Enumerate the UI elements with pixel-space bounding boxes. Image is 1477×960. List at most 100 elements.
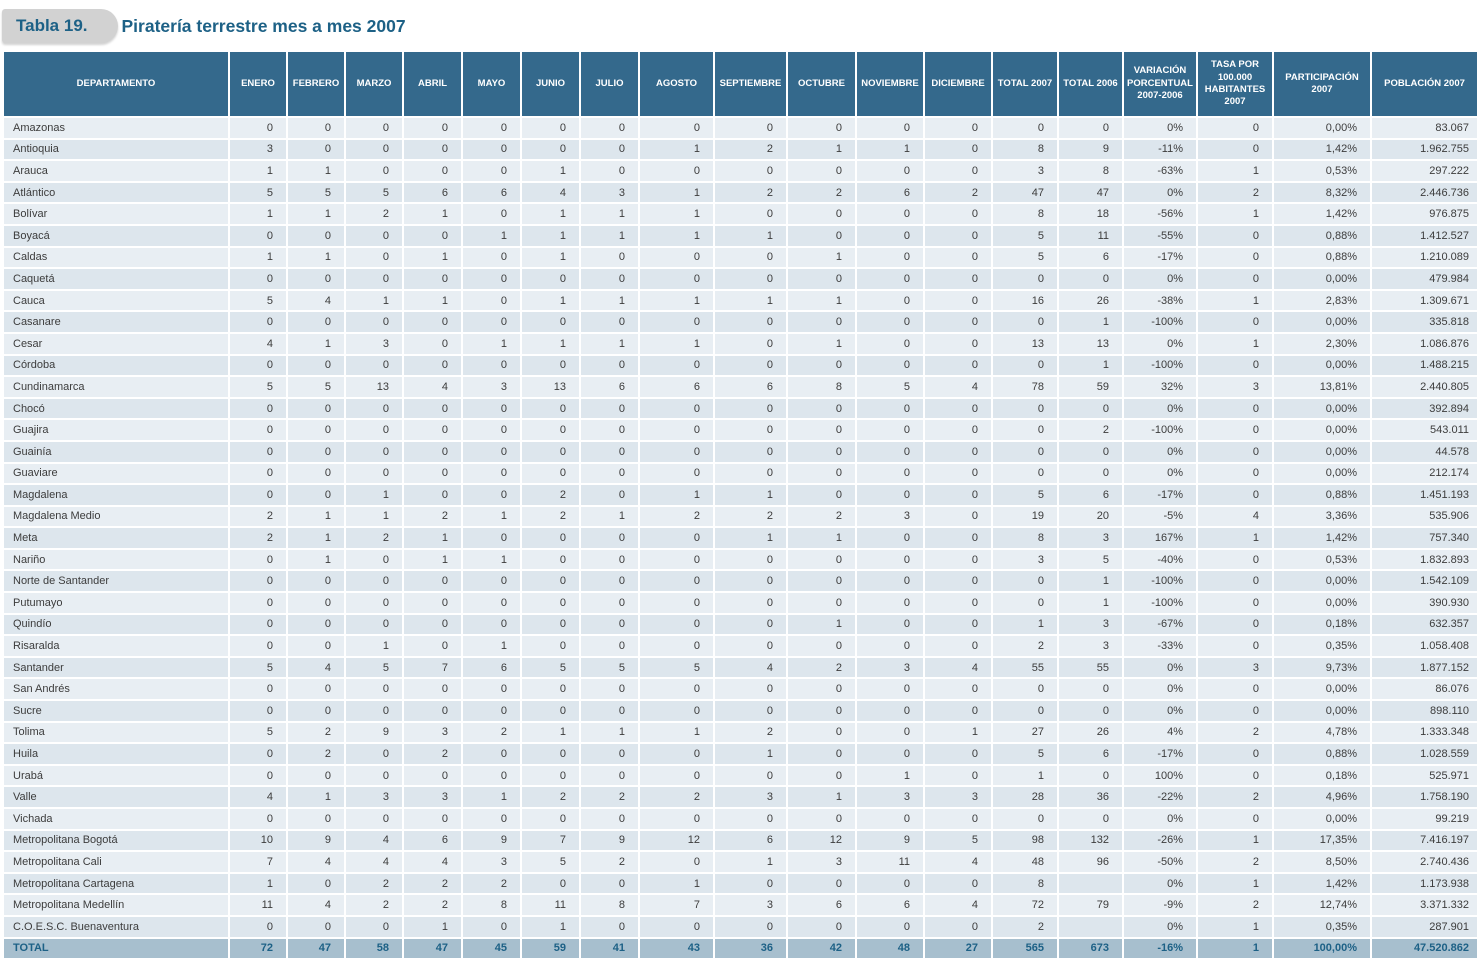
value-cell-julio: 0 [581, 485, 638, 505]
value-cell-tasa-por-100-000-habitantes-2007: 1 [1198, 830, 1272, 851]
value-cell-agosto: 1 [640, 290, 713, 311]
value-cell-total-2007: 19 [993, 506, 1057, 527]
value-cell-julio: 0 [581, 744, 638, 764]
value-cell-variacion-porcentual-2007-2006: -67% [1124, 614, 1196, 635]
value-cell-abril: 4 [404, 377, 461, 397]
value-cell-junio: 13 [522, 377, 579, 397]
department-cell: Urabá [4, 765, 228, 786]
value-cell-julio: 0 [581, 118, 638, 138]
value-cell-tasa-por-100-000-habitantes-2007: 2 [1198, 182, 1272, 203]
value-cell-septiembre: 1 [715, 485, 786, 505]
value-cell-diciembre: 0 [925, 528, 991, 548]
value-cell-enero: 5 [230, 377, 286, 397]
value-cell-febrero: 2 [288, 744, 344, 764]
value-cell-participacion-2007: 0,00% [1274, 463, 1370, 484]
value-cell-participacion-2007: 0,00% [1274, 679, 1370, 700]
table-row-metropolitana-cali: Metropolitana Cali 7 4 4 4 3 5 2 0 1 3 11 4 48 96 -50% 2… [4, 852, 1477, 872]
value-cell-participacion-2007: 0,00% [1274, 398, 1370, 419]
value-cell-diciembre: 4 [925, 657, 991, 678]
value-cell-total-2007: 28 [993, 787, 1057, 807]
value-cell-diciembre: 0 [925, 312, 991, 332]
value-cell-octubre: 1 [788, 333, 855, 354]
value-cell-mayo: 0 [463, 765, 520, 786]
value-cell-enero: 11 [230, 895, 286, 915]
value-cell-septiembre: 1 [715, 225, 786, 246]
value-cell-septiembre: 0 [715, 809, 786, 829]
value-cell-poblacion-2007: 2.740.436 [1372, 852, 1477, 872]
value-cell-total-2006: 0 [1059, 809, 1122, 829]
value-cell-marzo: 9 [346, 722, 402, 743]
value-cell-variacion-porcentual-2007-2006: 0% [1124, 182, 1196, 203]
value-cell-septiembre: 0 [715, 420, 786, 440]
value-cell-noviembre: 6 [857, 182, 923, 203]
value-cell-julio: 0 [581, 312, 638, 332]
value-cell-abril: 7 [404, 657, 461, 678]
department-cell: Nariño [4, 549, 228, 570]
value-cell-variacion-porcentual-2007-2006: -16% [1124, 938, 1196, 959]
value-cell-poblacion-2007: 390.930 [1372, 593, 1477, 613]
table-row-santander: Santander 5 4 5 7 6 5 5 5 4 2 3 4 55 55 0% 3 9,73% 1.877.1… [4, 657, 1477, 678]
value-cell-variacion-porcentual-2007-2006: 0% [1124, 873, 1196, 894]
value-cell-diciembre: 0 [925, 549, 991, 570]
value-cell-abril: 0 [404, 420, 461, 440]
value-cell-septiembre: 1 [715, 290, 786, 311]
value-cell-abril: 0 [404, 355, 461, 376]
value-cell-agosto: 1 [640, 333, 713, 354]
value-cell-febrero: 0 [288, 269, 344, 289]
value-cell-agosto: 0 [640, 593, 713, 613]
value-cell-total-2006: 79 [1059, 895, 1122, 915]
table-header-row: DEPARTAMENTO ENERO FEBRERO MARZO ABRIL MAYO JU… [4, 52, 1477, 116]
value-cell-poblacion-2007: 1.333.348 [1372, 722, 1477, 743]
value-cell-total-2006: 13 [1059, 333, 1122, 354]
value-cell-octubre: 3 [788, 852, 855, 872]
table-row-narino: Nariño 0 1 0 1 1 0 0 0 0 0 0 0 3 5 -40% 0 0,53% 1.832.893 [4, 549, 1477, 570]
value-cell-variacion-porcentual-2007-2006: -33% [1124, 636, 1196, 656]
value-cell-tasa-por-100-000-habitantes-2007: 0 [1198, 269, 1272, 289]
value-cell-junio: 0 [522, 614, 579, 635]
value-cell-agosto: 1 [640, 182, 713, 203]
value-cell-agosto: 0 [640, 398, 713, 419]
table-row-valle: Valle 4 1 3 3 1 2 2 2 3 1 3 3 28 36 -22% 2 4,96% 1.758.190 [4, 787, 1477, 807]
value-cell-poblacion-2007: 525.971 [1372, 765, 1477, 786]
value-cell-mayo: 0 [463, 744, 520, 764]
value-cell-junio: 0 [522, 809, 579, 829]
value-cell-enero: 5 [230, 722, 286, 743]
value-cell-poblacion-2007: 1.451.193 [1372, 485, 1477, 505]
column-header-septiembre: SEPTIEMBRE [715, 52, 786, 116]
value-cell-febrero: 0 [288, 485, 344, 505]
department-cell: Guajira [4, 420, 228, 440]
value-cell-poblacion-2007: 1.412.527 [1372, 225, 1477, 246]
value-cell-total-2006: 8 [1059, 161, 1122, 181]
value-cell-septiembre: 0 [715, 593, 786, 613]
value-cell-diciembre: 0 [925, 139, 991, 160]
value-cell-septiembre: 0 [715, 398, 786, 419]
value-cell-octubre: 0 [788, 571, 855, 592]
value-cell-mayo: 3 [463, 852, 520, 872]
value-cell-junio: 0 [522, 420, 579, 440]
department-cell: Metropolitana Cali [4, 852, 228, 872]
value-cell-diciembre: 4 [925, 852, 991, 872]
value-cell-junio: 59 [522, 938, 579, 959]
value-cell-octubre: 0 [788, 593, 855, 613]
value-cell-junio: 0 [522, 679, 579, 700]
column-header-departamento: DEPARTAMENTO [4, 52, 228, 116]
value-cell-total-2007: 8 [993, 139, 1057, 160]
value-cell-julio: 0 [581, 355, 638, 376]
value-cell-junio: 0 [522, 269, 579, 289]
value-cell-participacion-2007: 1,42% [1274, 139, 1370, 160]
value-cell-participacion-2007: 0,88% [1274, 744, 1370, 764]
value-cell-agosto: 2 [640, 506, 713, 527]
value-cell-poblacion-2007: 2.446.736 [1372, 182, 1477, 203]
value-cell-enero: 7 [230, 852, 286, 872]
value-cell-julio: 0 [581, 463, 638, 484]
value-cell-mayo: 1 [463, 549, 520, 570]
value-cell-marzo: 0 [346, 809, 402, 829]
department-cell: Caquetá [4, 269, 228, 289]
value-cell-octubre: 0 [788, 701, 855, 721]
value-cell-variacion-porcentual-2007-2006: 0% [1124, 916, 1196, 937]
value-cell-tasa-por-100-000-habitantes-2007: 1 [1198, 873, 1272, 894]
value-cell-tasa-por-100-000-habitantes-2007: 0 [1198, 225, 1272, 246]
table-row-san-andres: San Andrés 0 0 0 0 0 0 0 0 0 0 0 0 0 0 0% 0 0,00% 86.076 [4, 679, 1477, 700]
value-cell-noviembre: 0 [857, 290, 923, 311]
